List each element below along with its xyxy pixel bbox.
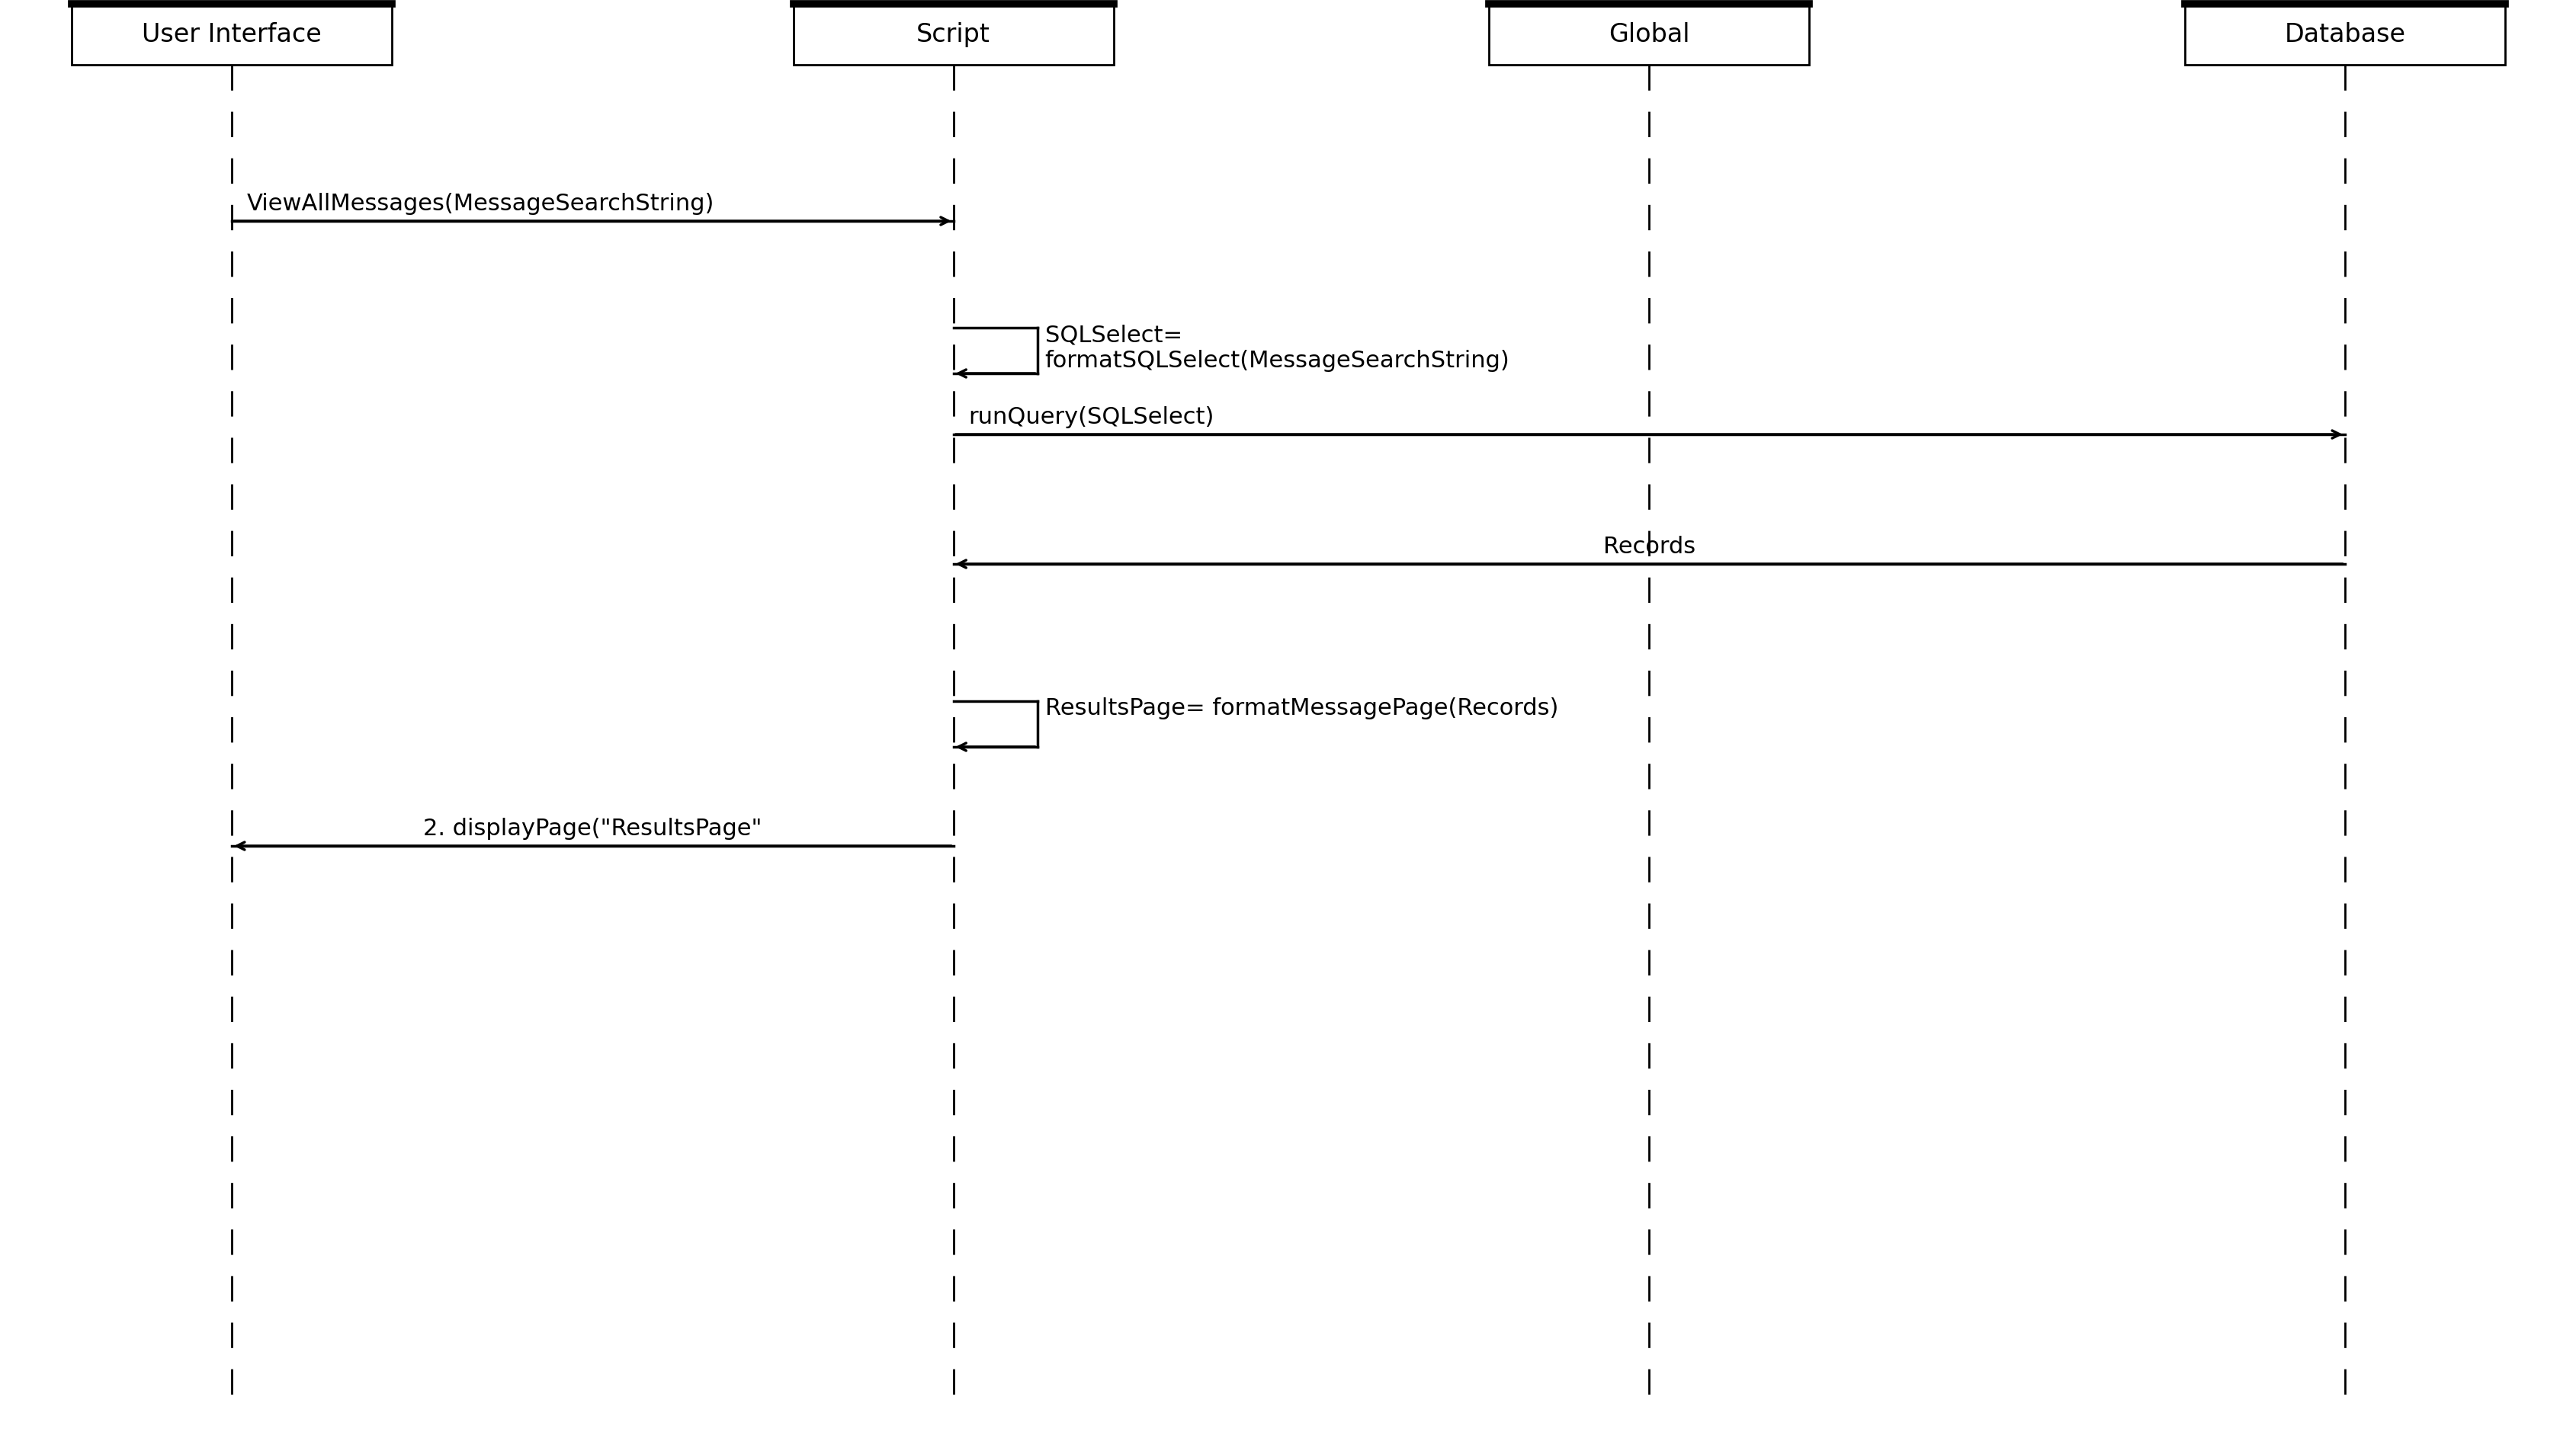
Text: Records: Records bbox=[1602, 536, 1695, 557]
Text: ViewAllMessages(MessageSearchString): ViewAllMessages(MessageSearchString) bbox=[247, 193, 714, 214]
Text: SQLSelect=
formatSQLSelect(MessageSearchString): SQLSelect= formatSQLSelect(MessageSearch… bbox=[1046, 324, 1510, 372]
Text: Global: Global bbox=[1607, 22, 1690, 46]
Text: 2. displayPage("ResultsPage": 2. displayPage("ResultsPage" bbox=[422, 818, 762, 840]
Text: User Interface: User Interface bbox=[142, 22, 322, 46]
Bar bbox=[2184, 4, 2504, 65]
Bar bbox=[793, 4, 1113, 65]
Text: Database: Database bbox=[2282, 22, 2406, 46]
Bar bbox=[1489, 4, 1808, 65]
Text: Script: Script bbox=[917, 22, 989, 46]
Bar bbox=[72, 4, 392, 65]
Text: runQuery(SQLSelect): runQuery(SQLSelect) bbox=[969, 407, 1213, 429]
Text: ResultsPage= formatMessagePage(Records): ResultsPage= formatMessagePage(Records) bbox=[1046, 698, 1558, 720]
